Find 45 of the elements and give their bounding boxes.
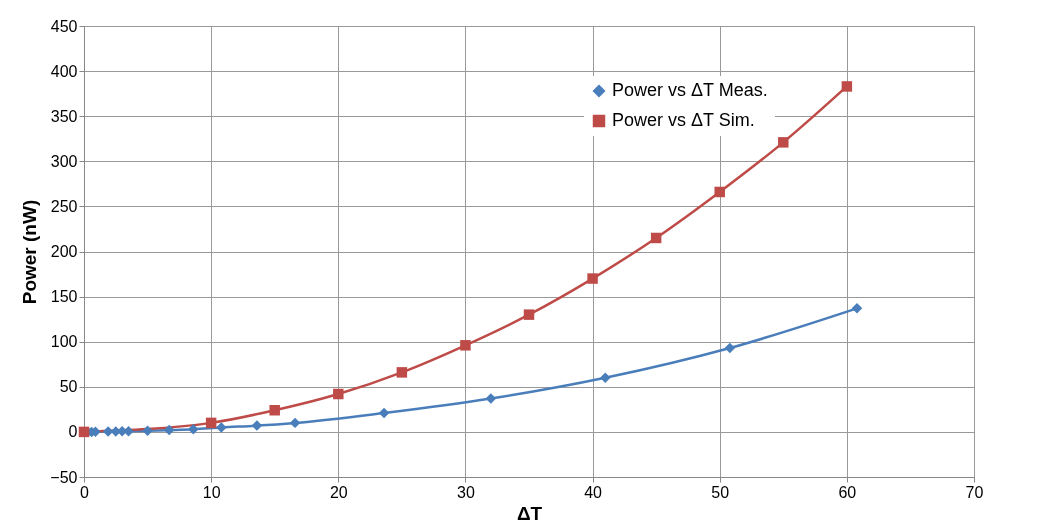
y-tick-label: 300 xyxy=(50,152,78,170)
x-tick-label: 50 xyxy=(711,483,730,501)
point xyxy=(251,420,263,431)
point xyxy=(485,393,497,404)
point xyxy=(523,309,535,320)
point xyxy=(205,417,217,429)
point xyxy=(142,425,153,437)
y-tick-label: 50 xyxy=(59,378,78,396)
y-tick-label: 250 xyxy=(50,197,78,215)
point xyxy=(460,340,471,351)
point xyxy=(600,372,611,384)
point xyxy=(778,137,789,148)
point xyxy=(724,342,736,354)
y-tick-label: 200 xyxy=(50,243,78,260)
point xyxy=(841,81,853,92)
point xyxy=(188,423,199,435)
point xyxy=(333,388,344,400)
x-tick-label: 40 xyxy=(584,483,603,501)
x-tick-label: 30 xyxy=(457,483,475,501)
y-axis-title: Power (nW) xyxy=(19,199,41,305)
point xyxy=(587,273,598,284)
x-tick-label: 20 xyxy=(329,483,348,501)
x-axis-title: ΔT xyxy=(516,502,543,524)
legend-label: Power vs ΔT Sim. xyxy=(612,110,755,130)
y-tick-label: 150 xyxy=(50,288,78,306)
point xyxy=(289,417,301,429)
y-tick-label: 400 xyxy=(50,62,78,80)
x-tick-label: 60 xyxy=(838,483,857,501)
point xyxy=(851,303,863,314)
y-tick-label: −50 xyxy=(50,468,78,486)
y-tick-label: 0 xyxy=(68,423,78,441)
point xyxy=(269,405,280,416)
x-tick-label: 0 xyxy=(80,483,90,501)
point xyxy=(378,407,390,419)
x-tick-label: 10 xyxy=(202,483,221,501)
y-tick-label: 100 xyxy=(50,333,78,351)
legend-label: Power vs ΔT Meas. xyxy=(612,80,768,100)
y-tick-label: 450 xyxy=(50,17,78,35)
point xyxy=(78,426,90,438)
point xyxy=(216,422,227,433)
point xyxy=(714,186,725,198)
point xyxy=(396,367,408,378)
y-tick-label: 350 xyxy=(50,107,78,125)
point xyxy=(650,232,662,244)
x-tick-label: 70 xyxy=(965,483,984,501)
